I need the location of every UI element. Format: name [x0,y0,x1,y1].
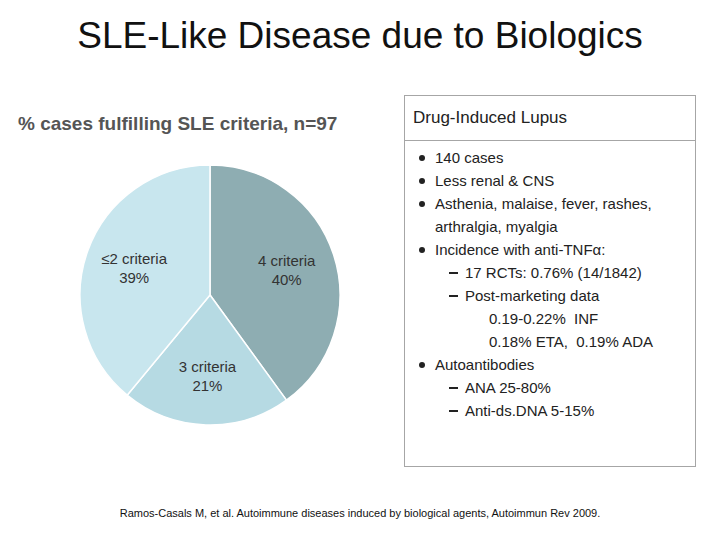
bullet-text: 140 cases [435,149,503,166]
value-label: 40% [272,271,302,288]
sub-text: Anti-ds.DNA 5-15% [465,402,594,419]
bullet-marker [419,155,425,161]
sub-text: ANA 25-80% [465,379,551,396]
slice-label: 4 criteria 40% [258,252,316,288]
sub-item: ANA 25-80% [405,376,689,399]
bullet-marker [419,178,425,184]
citation: Ramos-Casals M, et al. Autoimmune diseas… [0,507,720,519]
slide: SLE-Like Disease due to Biologics % cases… [0,0,720,540]
bullet-item: Incidence with anti-TNFα: [405,238,689,261]
sub-marker [449,410,458,412]
value-label: 39% [119,269,149,286]
bullet-marker [419,201,425,207]
chart-title: % cases fulfilling SLE criteria, n=97 [18,113,337,135]
slice-label: ≤2 criteria 39% [101,250,167,286]
sub-marker [449,387,458,389]
box-title: Drug-Induced Lupus [405,96,695,141]
bullet-item: Less renal & CNS [405,169,689,192]
pie-chart: 4 criteria 40% 3 criteria 21% ≤2 criteria 39% [0,140,400,460]
bullet-item: 140 cases [405,146,689,169]
sub-text: 17 RCTs: 0.76% (14/1842) [465,264,642,281]
bullet-item: Asthenia, malaise, fever, rashes, arthra… [405,192,689,238]
bullet-text: Incidence with anti-TNFα: [435,241,605,258]
bullet-marker [419,362,425,368]
bullet-marker [419,247,425,253]
sub-item: Post-marketing data [405,284,689,307]
category-label: 4 criteria [258,252,316,269]
bullet-item: Autoantibodies [405,353,689,376]
slice-label: 3 criteria 21% [179,358,237,394]
slide-title: SLE-Like Disease due to Biologics [0,14,720,58]
category-label: 3 criteria [179,358,237,375]
sub-line: 0.18% ETA, 0.19% ADA [405,330,689,353]
bullet-text: Asthenia, malaise, fever, rashes, arthra… [435,195,652,235]
bullet-text: Less renal & CNS [435,172,554,189]
sub-line: 0.19-0.22% INF [405,307,689,330]
sub-item: 17 RCTs: 0.76% (14/1842) [405,261,689,284]
value-label: 21% [192,377,222,394]
info-box: Drug-Induced Lupus 140 cases Less renal & … [404,95,696,467]
bullet-text: Autoantibodies [435,356,534,373]
bullet-list: 140 cases Less renal & CNS Asthenia, malai… [405,141,695,422]
slices [80,165,340,425]
sub-item: Anti-ds.DNA 5-15% [405,399,689,422]
sub-marker [449,272,458,274]
slice-labels: 4 criteria 40% 3 criteria 21% ≤2 criteria 39% [101,250,316,394]
category-label: ≤2 criteria [101,250,167,267]
sub-marker [449,295,458,297]
sub-text: Post-marketing data [465,287,599,304]
